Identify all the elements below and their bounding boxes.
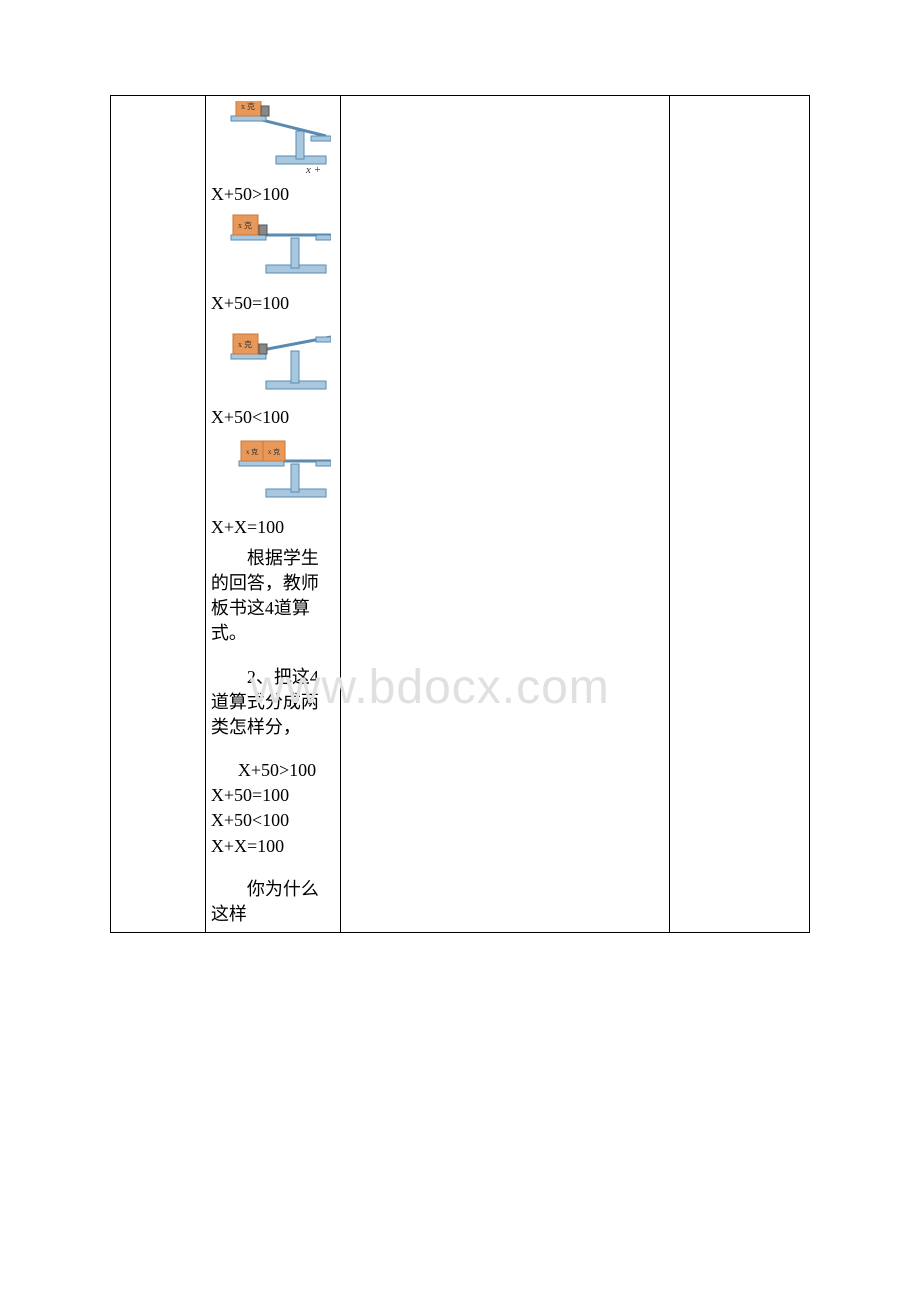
- svg-text:x 克: x 克: [238, 221, 252, 230]
- balance-scale-image-2: x 克: [211, 210, 331, 285]
- table-col-2: x 克 x + X+50>100: [205, 96, 340, 933]
- table-col-1: [111, 96, 206, 933]
- svg-text:x 克: x 克: [238, 340, 252, 349]
- table-col-4: [670, 96, 810, 933]
- equation-list-3: X+50<100: [211, 808, 335, 833]
- balance-scale-image-3: x 克: [211, 319, 331, 399]
- svg-text:x 克: x 克: [246, 448, 258, 456]
- balance-scale-image-1: x 克 x +: [211, 101, 331, 176]
- balance-scale-image-4: x 克 x 克: [211, 434, 331, 509]
- table-col-3: [340, 96, 669, 933]
- equation-list-4: X+X=100: [211, 834, 335, 859]
- svg-text:x 克: x 克: [241, 102, 255, 111]
- paragraph-3: 你为什么这样: [211, 877, 335, 927]
- svg-text:x 克: x 克: [268, 448, 280, 456]
- paragraph-1: 根据学生的回答，教师板书这4道算式。: [211, 546, 335, 647]
- equation-3: X+50<100: [211, 405, 335, 430]
- equation-2: X+50=100: [211, 291, 335, 316]
- equation-1: X+50>100: [211, 182, 335, 207]
- equation-list-1: X+50>100: [211, 758, 335, 783]
- main-table: x 克 x + X+50>100: [110, 95, 810, 933]
- page-container: x 克 x + X+50>100: [0, 0, 920, 1028]
- equation-list-2: X+50=100: [211, 783, 335, 808]
- equation-4: X+X=100: [211, 515, 335, 540]
- paragraph-2: 2、把这4道算式分成两类怎样分，: [211, 665, 335, 741]
- svg-text:x +: x +: [305, 164, 321, 176]
